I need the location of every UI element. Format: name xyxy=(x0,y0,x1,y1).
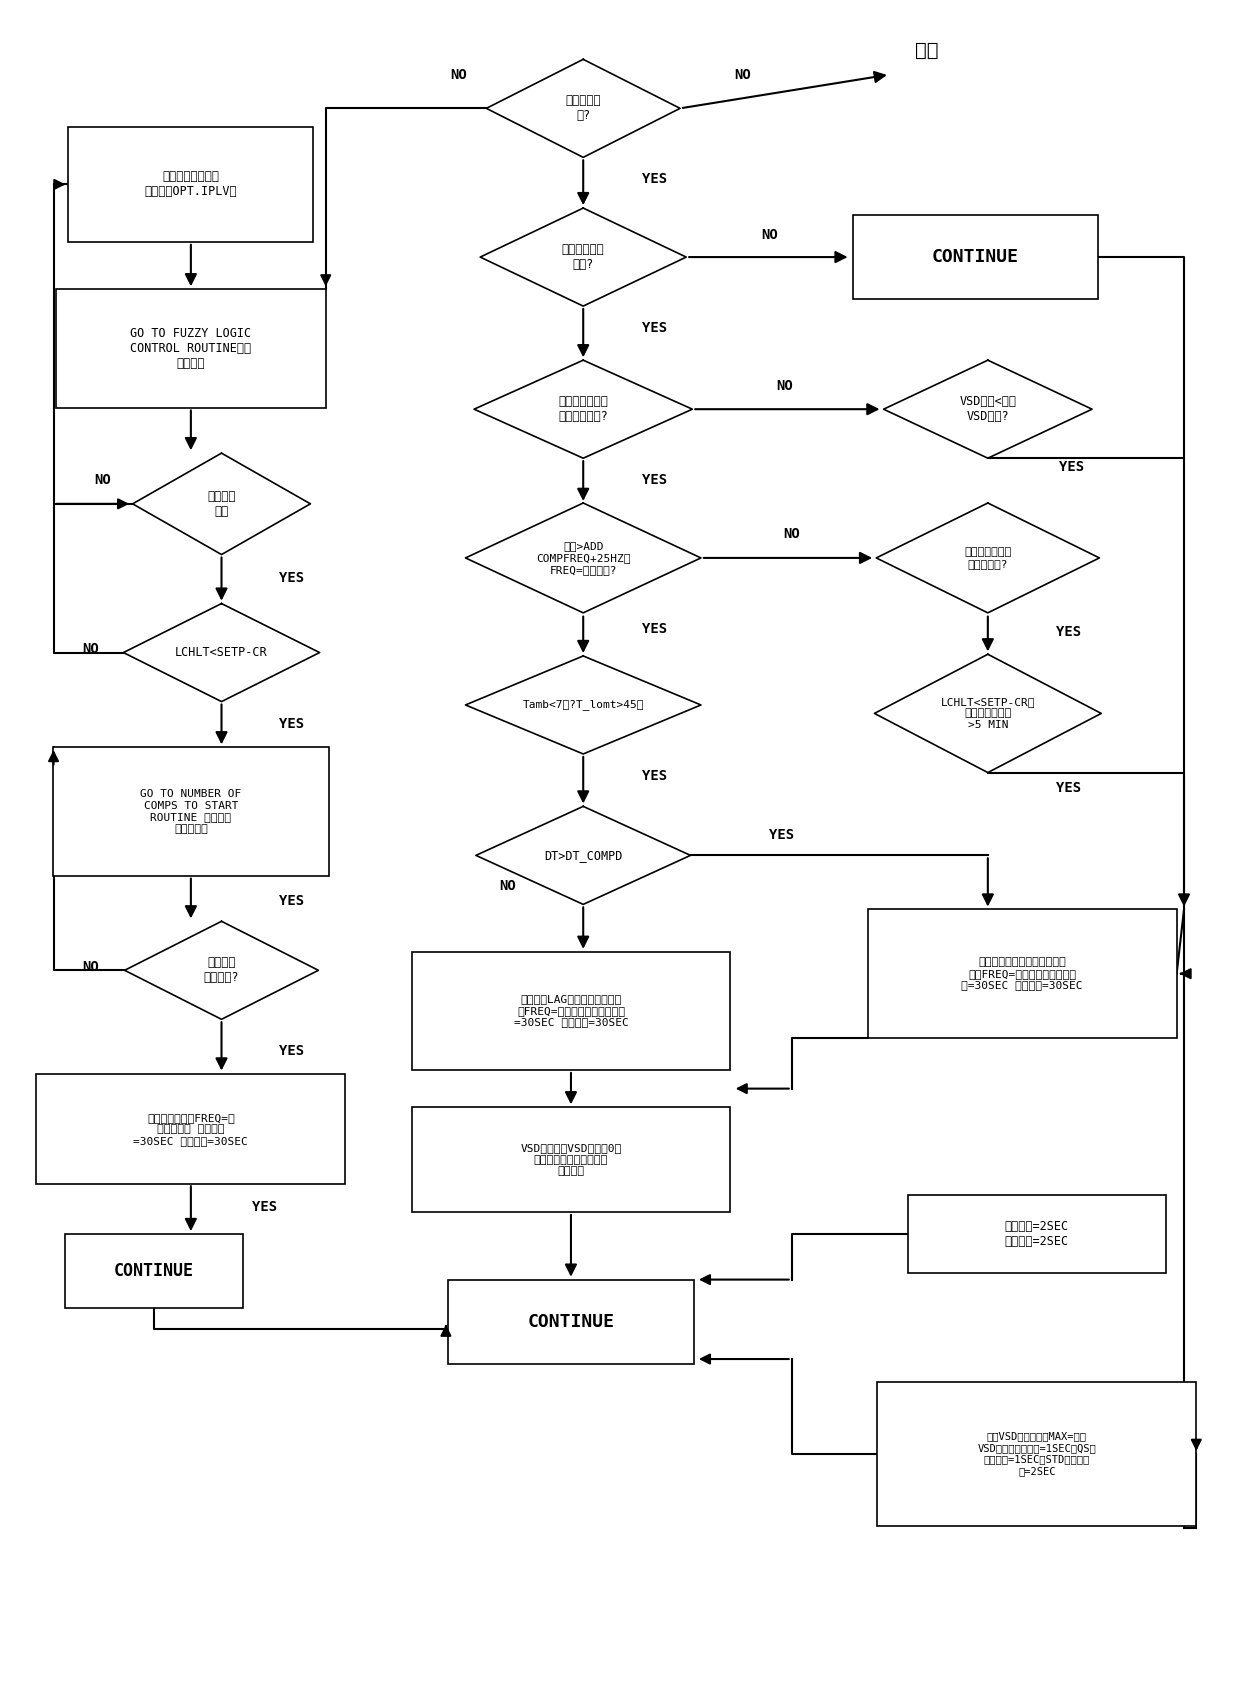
Text: 任何运行系统处
于加载限制?: 任何运行系统处 于加载限制? xyxy=(965,547,1012,569)
Text: YES: YES xyxy=(252,1200,277,1213)
Text: YES: YES xyxy=(279,717,304,731)
FancyBboxPatch shape xyxy=(68,126,314,242)
FancyBboxPatch shape xyxy=(412,953,730,1070)
Text: VSD频率<最大
VSD频率?: VSD频率<最大 VSD频率? xyxy=(960,395,1017,423)
Text: YES: YES xyxy=(1056,780,1081,794)
Text: 所有压缩
机关: 所有压缩 机关 xyxy=(207,489,236,518)
Text: 准备启动压缩机FREQ=最
小启动频率 加载周期
=30SEC 卸载周期=30SEC: 准备启动压缩机FREQ=最 小启动频率 加载周期 =30SEC 卸载周期=30S… xyxy=(134,1113,248,1145)
Text: 模糊控制加
载?: 模糊控制加 载? xyxy=(565,94,601,123)
Text: NO: NO xyxy=(82,642,99,656)
Text: 加载周期计时
结束?: 加载周期计时 结束? xyxy=(562,244,605,271)
Text: 准备启动LAG压缩机双机并联运
行FREQ=最小启动频率加载周期
=30SEC 卸载周期=30SEC: 准备启动LAG压缩机双机并联运 行FREQ=最小启动频率加载周期 =30SEC … xyxy=(513,993,629,1028)
Text: DT>DT_COMPD: DT>DT_COMPD xyxy=(544,849,622,862)
FancyBboxPatch shape xyxy=(412,1108,730,1212)
FancyBboxPatch shape xyxy=(449,1280,693,1365)
Text: YES: YES xyxy=(1059,460,1084,474)
FancyBboxPatch shape xyxy=(56,290,326,407)
Text: YES: YES xyxy=(769,828,795,842)
Text: YES: YES xyxy=(642,320,667,336)
Text: YES: YES xyxy=(1056,625,1081,639)
Text: 最高VSD运行频率（MAX=最大
VSD频率）加载脉冲=1SEC（QS）
加载脉冲=1SEC（STD）卸载脉
冲=2SEC: 最高VSD运行频率（MAX=最大 VSD频率）加载脉冲=1SEC（QS） 加载脉… xyxy=(977,1431,1096,1476)
Text: 准备启动第一压缩机双机并联
运行FREQ=最小启动频率加载周
期=30SEC 卸载周期=30SEC: 准备启动第一压缩机双机并联 运行FREQ=最小启动频率加载周 期=30SEC 卸… xyxy=(961,958,1083,990)
Text: NO: NO xyxy=(450,68,466,82)
Text: NO: NO xyxy=(784,527,800,542)
Text: CONTINUE: CONTINUE xyxy=(932,249,1019,266)
Text: YES: YES xyxy=(279,895,304,908)
Text: CONTINUE: CONTINUE xyxy=(114,1263,195,1280)
FancyBboxPatch shape xyxy=(53,748,329,876)
Text: 压缩机可
以运行吗?: 压缩机可 以运行吗? xyxy=(203,956,239,985)
Text: 接下: 接下 xyxy=(915,41,939,60)
Text: LCHLT<SETP-CR: LCHLT<SETP-CR xyxy=(175,646,268,659)
Text: GO TO FUZZY LOGIC
CONTROL ROUTINE模糊
控制模块: GO TO FUZZY LOGIC CONTROL ROUTINE模糊 控制模块 xyxy=(130,327,252,370)
Text: 未运行的压缩机
是否可以运行?: 未运行的压缩机 是否可以运行? xyxy=(558,395,608,423)
Text: YES: YES xyxy=(642,474,667,487)
Text: VSD功能降低VSD速度至0启
动下一台压缩机并加速到
设定频率: VSD功能降低VSD速度至0启 动下一台压缩机并加速到 设定频率 xyxy=(521,1143,621,1176)
Text: NO: NO xyxy=(82,959,99,975)
FancyBboxPatch shape xyxy=(868,910,1177,1038)
Text: YES: YES xyxy=(642,769,667,782)
Text: 双机并联的能量调
节逻辑（OPT.IPLV）: 双机并联的能量调 节逻辑（OPT.IPLV） xyxy=(145,170,237,198)
Text: 频率>ADD
COMPFREQ+25HZ或
FREQ=最大频率?: 频率>ADD COMPFREQ+25HZ或 FREQ=最大频率? xyxy=(536,542,630,574)
Text: Tamb<7℃?T_lomt>45℃: Tamb<7℃?T_lomt>45℃ xyxy=(522,700,644,711)
FancyBboxPatch shape xyxy=(36,1074,346,1184)
Text: YES: YES xyxy=(642,172,667,186)
Text: CONTINUE: CONTINUE xyxy=(527,1312,615,1331)
Text: NO: NO xyxy=(734,68,751,82)
FancyBboxPatch shape xyxy=(908,1195,1166,1273)
Text: YES: YES xyxy=(279,571,304,584)
Text: 加载脉冲=2SEC
卸载脉冲=2SEC: 加载脉冲=2SEC 卸载脉冲=2SEC xyxy=(1004,1220,1069,1247)
Text: GO TO NUMBER OF
COMPS TO START
ROUTINE 压缩机启
动台数模块: GO TO NUMBER OF COMPS TO START ROUTINE 压… xyxy=(140,789,242,833)
Text: NO: NO xyxy=(776,378,792,392)
Text: NO: NO xyxy=(761,228,777,242)
Text: LCHLT<SETP-CR并
且负荷限制运行
>5 MIN: LCHLT<SETP-CR并 且负荷限制运行 >5 MIN xyxy=(941,697,1035,729)
FancyBboxPatch shape xyxy=(878,1382,1197,1525)
Text: YES: YES xyxy=(279,1045,304,1058)
FancyBboxPatch shape xyxy=(853,215,1099,300)
Text: NO: NO xyxy=(498,879,516,893)
Text: YES: YES xyxy=(642,622,667,636)
Text: NO: NO xyxy=(94,474,110,487)
FancyBboxPatch shape xyxy=(66,1234,243,1309)
